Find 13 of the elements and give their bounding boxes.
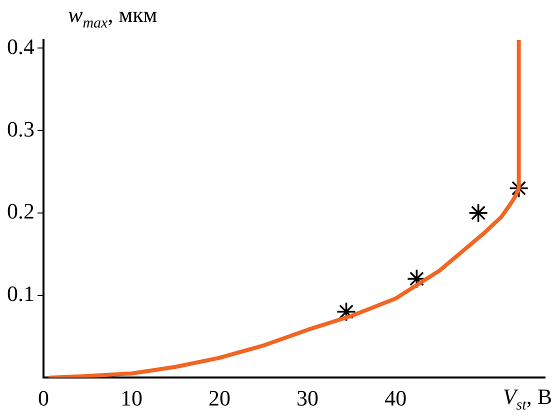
x-axis-title: V$_{st}$, В [502, 384, 552, 414]
x-tick-label: 30 [296, 386, 319, 411]
y-tick-label: 0.4 [7, 34, 34, 60]
x-tick-label: 40 [384, 386, 407, 411]
y-tick-label: 0.3 [7, 116, 34, 142]
x-tick-label: 10 [120, 386, 143, 411]
y-tick-label: 0.2 [7, 198, 34, 224]
y-tick-label: 0.1 [7, 281, 34, 306]
point [336, 302, 356, 322]
x-tick-label: 20 [208, 386, 231, 411]
x-tick-label: 0 [38, 386, 49, 411]
point [468, 203, 488, 223]
y-axis-title: w$_{max}$, мкм [68, 2, 158, 32]
